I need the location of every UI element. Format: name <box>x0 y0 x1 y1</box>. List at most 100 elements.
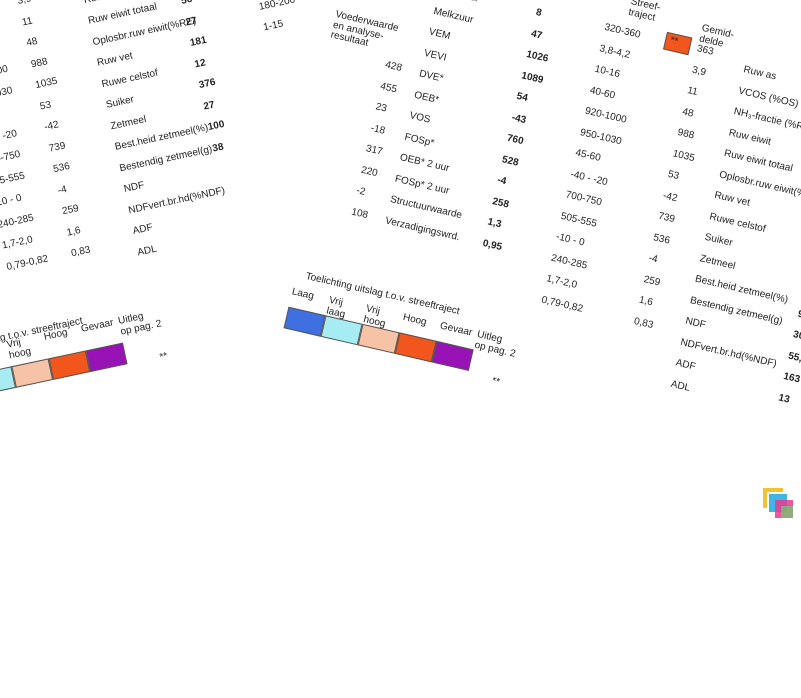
feed-avg: 259 <box>642 273 662 289</box>
feed-left-value: -2 <box>355 185 367 198</box>
legend-label: Hoog <box>42 327 69 343</box>
range-value: 505-555 <box>0 169 26 189</box>
feed-range: -40 - -20 <box>569 168 609 188</box>
feed-avg: 1,6 <box>637 294 654 309</box>
lab-row-name: Ruwe celstof <box>100 67 159 90</box>
legend-swatch <box>431 340 474 371</box>
feed-avg: 988 <box>676 126 696 142</box>
lab-row-name: NDF <box>122 179 146 195</box>
feed-row-name: Structuurwaarde <box>389 194 464 222</box>
avg-value: 536 <box>52 160 71 176</box>
feed-row-name: OEB* <box>413 89 441 106</box>
lab-row-name: Ruw eiwit <box>83 0 127 6</box>
feed-avg: 3,9 <box>691 64 708 78</box>
lab-row-value: 307 <box>791 329 801 344</box>
feed-row-name: Verzadigingswrd. <box>384 214 461 243</box>
legend-swatch <box>85 342 128 373</box>
lab-row-name: ADL <box>136 243 158 258</box>
lab-row-value: 27 <box>184 14 198 28</box>
feed-row-name: FOSp* <box>403 131 436 149</box>
feed-avg: 11 <box>686 85 699 99</box>
lab-row-name: VCOS (%OS) <box>737 85 800 110</box>
lab-row-value: 163 <box>782 371 801 386</box>
legend-label: Vrij hoog <box>5 336 32 361</box>
lab-row-value: 56 <box>180 0 194 7</box>
feed-left-value: 455 <box>379 80 399 95</box>
range-value: 240-285 <box>0 212 35 231</box>
avg-value: 988 <box>29 55 49 70</box>
feed-range: 10-16 <box>593 63 622 81</box>
feed-result: 760 <box>505 132 525 148</box>
avg-value: -4 <box>56 183 68 197</box>
legend-label: Hoog <box>401 311 428 329</box>
lab-row-value: 38 <box>211 141 225 155</box>
feed-range: 45-60 <box>574 147 602 164</box>
feed-range: 950-1030 <box>579 126 623 147</box>
range-value: 950-1030 <box>0 84 14 105</box>
feed-range: 700-750 <box>564 189 603 209</box>
feed-range: 320-360 <box>603 21 642 41</box>
lab-row-value: 100 <box>206 118 226 134</box>
range-value: 920-1000 <box>0 63 9 84</box>
lab-row-name: Ruw vet <box>96 50 134 69</box>
lab-row-name: ADF <box>131 222 154 237</box>
feed-left-value: -18 <box>369 122 387 137</box>
feed-avg: 739 <box>657 210 676 226</box>
legend-note: ** <box>490 375 501 389</box>
feed-avg: 0,83 <box>632 315 655 331</box>
lab-row-name: ADL <box>669 378 692 394</box>
lab-row-name: Ruwe celstof <box>708 210 767 235</box>
feed-left-value: 23 <box>374 101 388 115</box>
lab-row-name: Ruw as <box>742 64 778 83</box>
legend-swatch <box>48 350 91 380</box>
lab-row-value: 98 <box>796 308 801 322</box>
feed-result: 1,3 <box>486 216 503 231</box>
lab-row-name: Ruw eiwit totaal <box>87 1 158 27</box>
feed-range: 0,79-0,82 <box>540 294 585 315</box>
lab-row-name: Ruw eiwit totaal <box>722 147 794 175</box>
feed-left-value: 108 <box>350 206 370 221</box>
lab-row-name: Zetmeel <box>109 113 148 132</box>
lab-row-name: Suiker <box>105 94 136 111</box>
feed-row-name: Azijnzuur <box>437 0 480 4</box>
feed-range: 920-1000 <box>583 105 628 126</box>
feed-result: 1089 <box>520 69 545 86</box>
feed-row-name: OEB* 2 uur <box>398 152 451 175</box>
feed-result: -43 <box>510 111 528 126</box>
range-value: 0,79-0,82 <box>5 252 50 273</box>
legend-label: Gevaar <box>80 317 115 335</box>
feed-range: 240-285 <box>550 252 589 272</box>
feed-range: 40-60 <box>588 84 617 102</box>
lab-row-value: 27 <box>202 98 216 113</box>
feed-result: 528 <box>500 153 520 169</box>
lab-row-name: Zetmeel <box>698 252 737 272</box>
feed-avg: 48 <box>681 106 695 120</box>
lab-row-name: Ruw vet <box>713 189 751 209</box>
feed-result: 258 <box>491 195 511 211</box>
lab-row-value: 12 <box>193 56 207 70</box>
lab-row-name: ADF <box>674 357 697 373</box>
avg-value: -42 <box>43 119 60 134</box>
feed-row-name: DVE* <box>418 68 445 85</box>
legend-swatch <box>394 332 437 363</box>
lab-row-value: 376 <box>197 76 217 92</box>
feed-result: 8 <box>534 7 543 19</box>
col-streeftraject: Streef- traject <box>627 0 662 24</box>
legend-label: Uitleg op pag. 2 <box>473 329 517 360</box>
feed-range: 1,7-2,0 <box>545 273 579 291</box>
legend-label: Uitleg op pag. 2 <box>117 310 163 338</box>
feed-left-value: 220 <box>360 164 379 179</box>
lab-row-name: Ruw eiwit <box>727 126 772 148</box>
lab-range: 1-15 <box>262 18 285 34</box>
avg-value: 11 <box>20 15 34 28</box>
feed-result: 54 <box>515 90 529 105</box>
range-value: -40 - -20 <box>0 127 18 147</box>
feed-left-value: 428 <box>384 59 403 74</box>
avg-value: 1035 <box>34 75 59 92</box>
avg-value: 259 <box>61 202 80 218</box>
feed-avg: 1035 <box>671 147 696 164</box>
lab-row-name: Suiker <box>703 231 734 249</box>
lab-row-value: 55,0 <box>787 350 801 366</box>
feed-result: 0,95 <box>481 237 504 253</box>
range-value: -10 - 0 <box>0 192 23 210</box>
